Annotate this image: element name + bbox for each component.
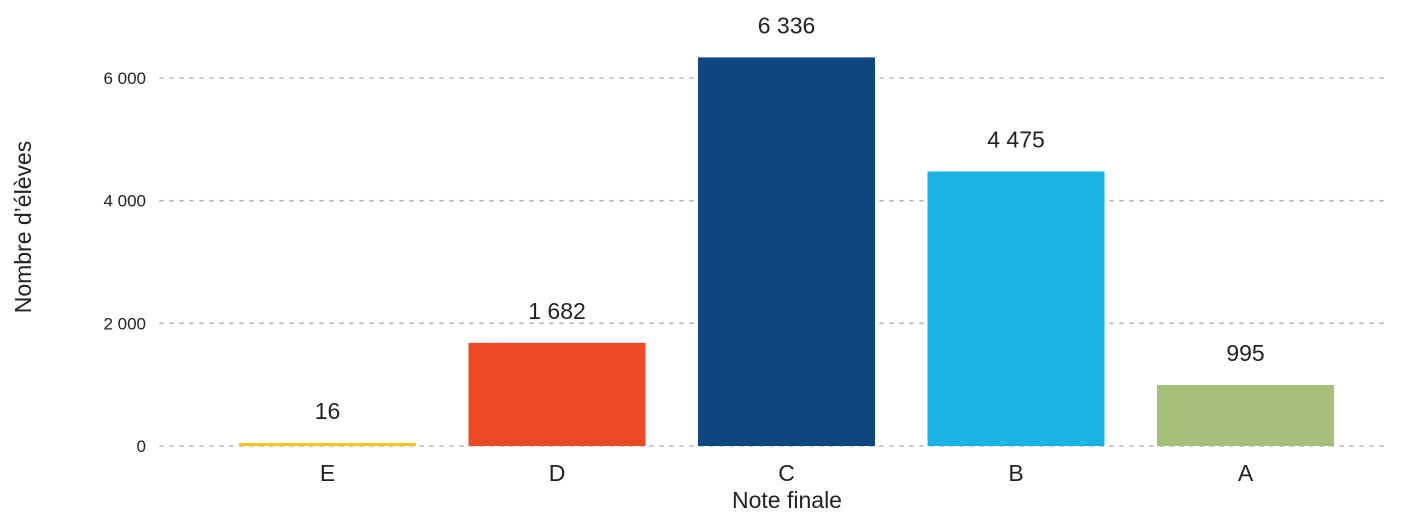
y-axis-title: Nombre d’élèves xyxy=(10,141,36,314)
bar-b xyxy=(927,171,1105,447)
x-category-label-a: A xyxy=(1238,460,1254,486)
y-axis-ticks: 0 2 000 4 000 6 000 xyxy=(103,69,146,456)
y-tick-label: 0 xyxy=(137,437,146,456)
x-category-label-d: D xyxy=(549,460,566,486)
data-label-e: 16 xyxy=(315,398,341,424)
x-category-label-e: E xyxy=(320,460,335,486)
bar-a xyxy=(1157,384,1334,446)
bar-c xyxy=(698,57,875,446)
bar-d xyxy=(468,342,646,446)
data-label-c: 6 336 xyxy=(758,12,816,38)
y-tick-label: 2 000 xyxy=(103,314,146,333)
bars xyxy=(239,57,1334,447)
data-labels: 16 1 682 6 336 4 475 995 xyxy=(315,12,1265,424)
y-tick-label: 4 000 xyxy=(103,192,146,211)
data-label-b: 4 475 xyxy=(987,127,1045,153)
data-label-d: 1 682 xyxy=(528,298,586,324)
y-tick-label: 6 000 xyxy=(103,69,146,88)
data-label-a: 995 xyxy=(1226,340,1264,366)
x-category-label-b: B xyxy=(1008,460,1023,486)
x-category-label-c: C xyxy=(778,460,795,486)
bar-e xyxy=(239,443,416,446)
x-axis-title: Note finale xyxy=(732,487,842,513)
